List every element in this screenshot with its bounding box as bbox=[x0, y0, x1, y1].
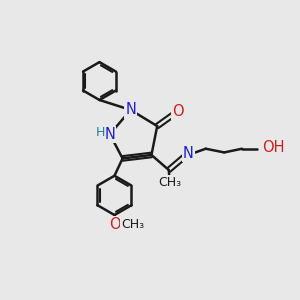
Text: CH₃: CH₃ bbox=[158, 176, 182, 189]
Text: H: H bbox=[95, 126, 105, 139]
Text: OH: OH bbox=[262, 140, 285, 155]
Text: CH₃: CH₃ bbox=[121, 218, 144, 231]
Text: N: N bbox=[183, 146, 194, 161]
Text: N: N bbox=[104, 127, 115, 142]
Text: O: O bbox=[109, 217, 120, 232]
Text: O: O bbox=[172, 103, 184, 118]
Text: N: N bbox=[125, 102, 136, 117]
